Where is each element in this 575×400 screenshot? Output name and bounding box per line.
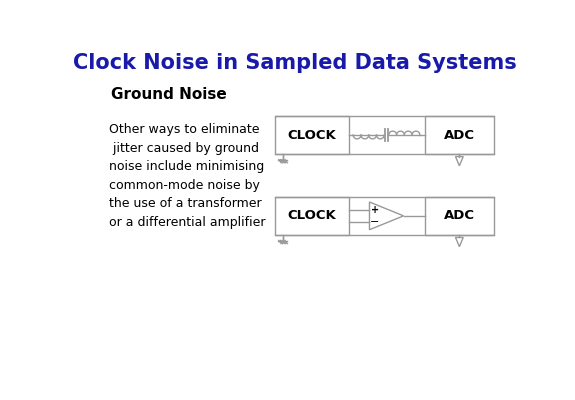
Text: −: −	[370, 217, 380, 227]
Text: +: +	[371, 205, 379, 215]
Text: CLOCK: CLOCK	[288, 209, 336, 222]
Text: Ground Noise: Ground Noise	[110, 87, 227, 102]
Bar	[275, 116, 348, 154]
Bar	[424, 197, 494, 235]
Bar	[424, 116, 494, 154]
Text: ADC: ADC	[444, 128, 475, 142]
Bar	[275, 197, 348, 235]
Polygon shape	[455, 238, 463, 247]
Text: ADC: ADC	[444, 209, 475, 222]
Text: CLOCK: CLOCK	[288, 128, 336, 142]
Text: Other ways to eliminate
 jitter caused by ground
noise include minimising
common: Other ways to eliminate jitter caused by…	[109, 124, 266, 229]
Polygon shape	[370, 202, 404, 230]
Text: Clock Noise in Sampled Data Systems: Clock Noise in Sampled Data Systems	[73, 53, 516, 73]
Polygon shape	[455, 156, 463, 166]
